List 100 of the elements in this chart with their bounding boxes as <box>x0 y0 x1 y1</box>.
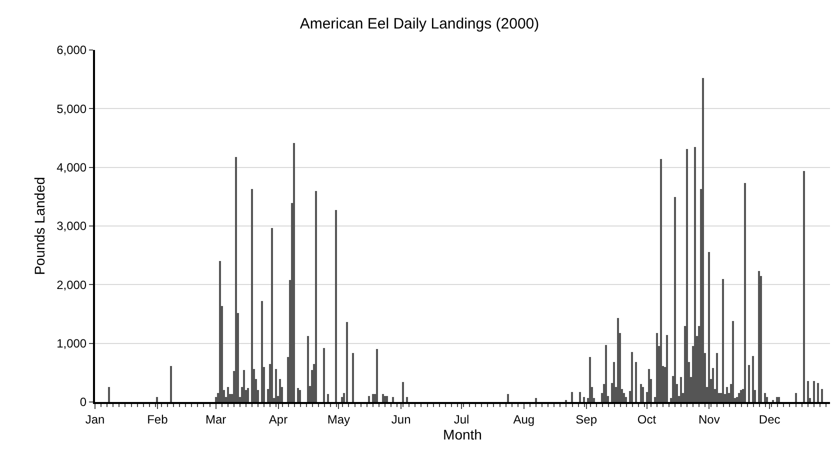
chart-title: American Eel Daily Landings (2000) <box>300 16 540 33</box>
bar <box>660 159 662 402</box>
bar <box>251 189 253 402</box>
bar <box>335 210 337 402</box>
bar <box>307 336 309 402</box>
x-tick-label: Nov <box>698 412 720 426</box>
bar <box>352 353 354 402</box>
bar <box>323 348 325 402</box>
bar <box>778 397 780 402</box>
bar <box>656 333 658 402</box>
bar <box>821 389 823 402</box>
bar <box>803 171 805 402</box>
x-tick-label: Mar <box>205 412 226 426</box>
bar <box>170 366 172 402</box>
bar <box>299 390 301 402</box>
bar <box>327 394 329 402</box>
x-tick-label: Aug <box>513 412 535 426</box>
bar <box>752 356 754 402</box>
bar <box>795 393 797 402</box>
bar <box>243 370 245 402</box>
bar <box>640 384 642 402</box>
bar <box>817 383 819 402</box>
bar <box>156 397 158 402</box>
y-tick-label: 1,000 <box>56 336 87 351</box>
bar <box>583 397 585 402</box>
y-tick-label: 4,000 <box>56 160 87 175</box>
bar <box>716 353 718 402</box>
x-tick-label: Jan <box>85 412 105 426</box>
bar <box>625 397 627 402</box>
bar <box>732 321 734 402</box>
bar <box>736 397 738 402</box>
bar <box>297 388 299 402</box>
bar <box>674 197 676 402</box>
x-tick-label: Feb <box>147 412 168 426</box>
bar <box>392 397 394 402</box>
bar <box>740 390 742 402</box>
x-tick-label: Oct <box>637 412 657 426</box>
bar <box>758 271 760 402</box>
bar <box>623 393 625 402</box>
bar <box>776 397 778 402</box>
bar <box>631 352 633 402</box>
bar <box>406 397 408 402</box>
bar <box>535 398 537 402</box>
x-tick-label: May <box>327 412 350 426</box>
bar <box>271 228 273 402</box>
bar <box>386 396 388 402</box>
bar <box>315 191 317 402</box>
bar <box>219 261 221 402</box>
bar <box>372 394 374 402</box>
bar <box>635 362 637 402</box>
bar <box>807 381 809 402</box>
bar <box>764 393 766 402</box>
bar <box>642 387 644 402</box>
bar <box>686 149 688 402</box>
bar <box>108 387 110 402</box>
bar <box>712 368 714 402</box>
y-tick-label: 0 <box>80 395 87 410</box>
x-tick-label: Sep <box>576 412 598 426</box>
bar <box>744 183 746 402</box>
bar <box>738 393 740 402</box>
bar <box>666 335 668 402</box>
bar <box>722 279 724 402</box>
bar <box>680 377 682 402</box>
bar <box>571 392 573 402</box>
bar <box>402 382 404 402</box>
bar <box>293 143 295 402</box>
bar <box>748 365 750 402</box>
bar <box>279 379 281 402</box>
bar <box>215 397 217 402</box>
x-tick-label: Apr <box>268 412 288 426</box>
bar <box>341 397 343 402</box>
x-tick-label: Dec <box>758 412 780 426</box>
bar <box>235 157 237 402</box>
y-tick-label: 3,000 <box>56 219 87 234</box>
y-axis-title: Pounds Landed <box>32 176 48 276</box>
bar <box>227 387 229 402</box>
bar <box>702 78 704 402</box>
x-axis-title: Month <box>443 426 482 442</box>
bar <box>261 301 263 402</box>
bar <box>726 387 728 402</box>
y-tick-label: 6,000 <box>56 43 87 58</box>
bar <box>346 322 348 402</box>
y-tick-label: 5,000 <box>56 102 87 116</box>
bar <box>813 381 815 402</box>
bar <box>694 147 696 402</box>
bar <box>382 394 384 402</box>
x-tick-label: Jun <box>391 412 411 426</box>
bar <box>648 369 650 402</box>
bar <box>589 357 591 402</box>
bar <box>247 388 249 402</box>
bar <box>376 349 378 402</box>
bar <box>507 394 509 402</box>
bar <box>368 396 370 402</box>
bar <box>708 252 710 402</box>
bar <box>613 362 615 402</box>
bar <box>617 318 619 402</box>
x-tick-label: Jul <box>454 412 470 426</box>
y-tick-label: 2,000 <box>56 278 87 292</box>
bar <box>605 345 607 402</box>
bar <box>275 369 277 402</box>
